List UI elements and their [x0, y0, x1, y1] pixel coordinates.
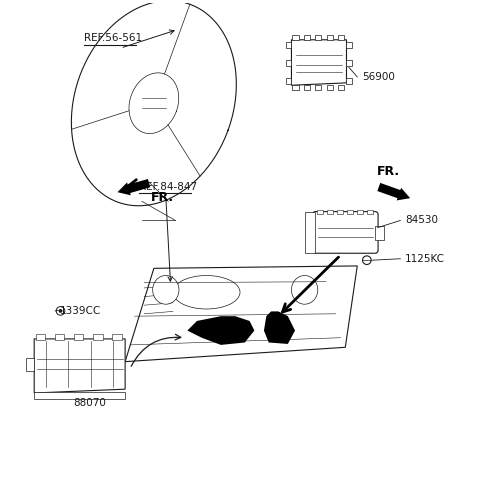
Circle shape: [59, 309, 62, 313]
Text: 84530: 84530: [405, 215, 438, 226]
Text: REF.84-847: REF.84-847: [140, 182, 198, 192]
Bar: [305, 212, 315, 253]
Polygon shape: [187, 316, 254, 345]
Bar: [347, 60, 352, 66]
Bar: [315, 85, 322, 90]
Bar: [338, 35, 344, 40]
Bar: [326, 35, 333, 40]
Ellipse shape: [153, 275, 179, 304]
Bar: [292, 35, 299, 40]
Ellipse shape: [291, 275, 318, 304]
Bar: [304, 35, 310, 40]
Ellipse shape: [173, 275, 240, 309]
Polygon shape: [291, 40, 347, 85]
FancyArrow shape: [118, 179, 150, 196]
Bar: [304, 85, 310, 90]
Bar: [375, 226, 384, 240]
Bar: [347, 210, 353, 214]
Polygon shape: [125, 266, 357, 362]
Bar: [347, 77, 352, 84]
FancyArrow shape: [377, 183, 410, 200]
Bar: [292, 85, 299, 90]
Bar: [74, 333, 84, 340]
Bar: [338, 85, 344, 90]
Bar: [367, 210, 373, 214]
Text: 1339CC: 1339CC: [60, 306, 101, 317]
Text: 1125KC: 1125KC: [405, 254, 445, 264]
Bar: [347, 42, 352, 48]
Text: REF.56-561: REF.56-561: [84, 33, 143, 44]
Polygon shape: [34, 339, 125, 393]
Bar: [93, 333, 103, 340]
Bar: [357, 210, 363, 214]
Bar: [317, 210, 323, 214]
Polygon shape: [264, 311, 295, 344]
Bar: [34, 392, 125, 399]
FancyBboxPatch shape: [312, 212, 378, 253]
Bar: [327, 210, 333, 214]
Bar: [55, 333, 64, 340]
Bar: [286, 42, 291, 48]
Bar: [286, 77, 291, 84]
Bar: [286, 60, 291, 66]
Bar: [36, 333, 45, 340]
Bar: [326, 85, 333, 90]
Text: 88070: 88070: [73, 397, 106, 408]
Bar: [25, 358, 34, 371]
Bar: [112, 333, 122, 340]
Bar: [315, 35, 322, 40]
Text: 56900: 56900: [362, 72, 395, 82]
Bar: [337, 210, 343, 214]
Text: FR.: FR.: [376, 166, 399, 178]
Text: FR.: FR.: [151, 191, 174, 204]
